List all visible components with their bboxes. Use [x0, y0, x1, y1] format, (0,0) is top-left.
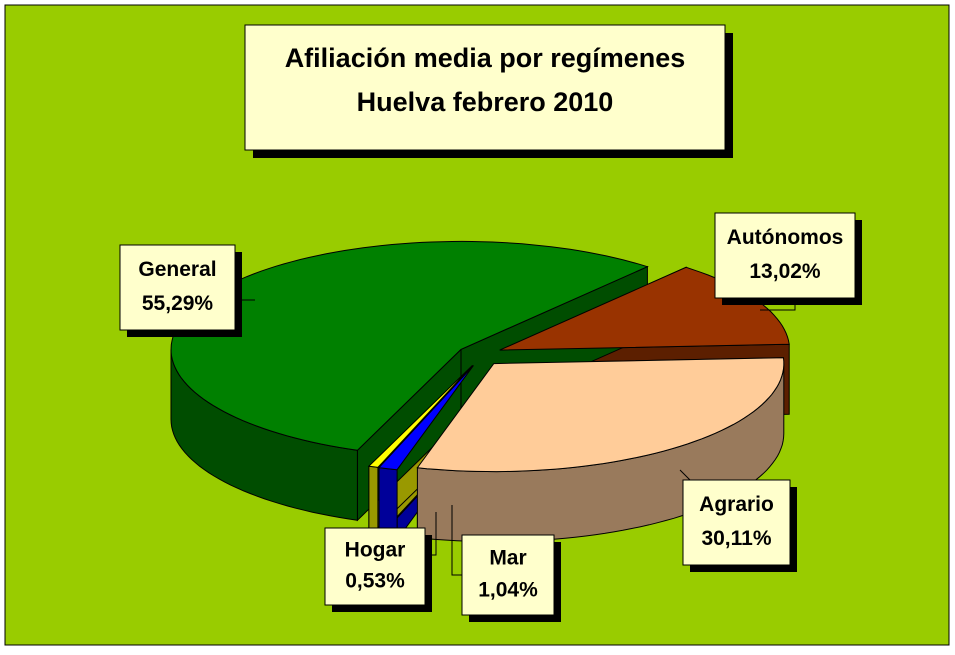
- label-box: [324, 527, 426, 606]
- leader-line: [451, 505, 462, 576]
- slice-value-label: 30,11%: [701, 527, 771, 550]
- leader-line: [679, 469, 691, 481]
- slice-label: General: [138, 258, 216, 281]
- slice-value-label: 13,02%: [749, 260, 821, 283]
- slice-wall: [368, 465, 379, 538]
- slice-value-label: 1,04%: [478, 579, 538, 602]
- label-box: [714, 212, 856, 299]
- label-box: [682, 479, 791, 566]
- chart-subtitle: Huelva febrero 2010: [357, 87, 614, 117]
- slice: [416, 357, 785, 473]
- chart-title: Afiliación media por regímenes: [285, 43, 686, 73]
- slice-label: Autónomos: [727, 226, 844, 249]
- slice-value-label: 0,53%: [345, 569, 405, 592]
- slice-label: Mar: [489, 547, 526, 570]
- slice-label: Hogar: [345, 539, 406, 562]
- label-box: [461, 534, 555, 616]
- slice-value-label: 55,29%: [142, 292, 214, 315]
- label-box: [119, 244, 236, 331]
- slice: [377, 365, 474, 471]
- slice: [367, 364, 473, 468]
- title-box: [244, 24, 726, 151]
- slice-label: Agrario: [699, 493, 774, 516]
